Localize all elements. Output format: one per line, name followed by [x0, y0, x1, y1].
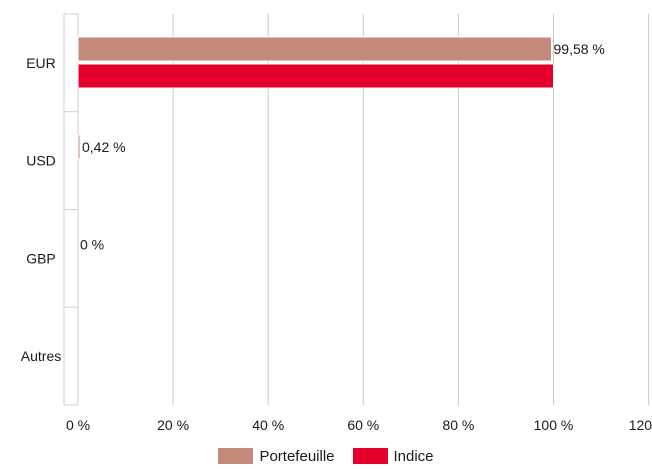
- legend-label-portefeuille: Portefeuille: [259, 447, 335, 465]
- bar-portefeuille-usd[interactable]: [77, 134, 81, 160]
- chart-legend: Portefeuille Indice: [0, 446, 652, 466]
- legend-label-indice: Indice: [393, 447, 434, 465]
- legend-swatch-portefeuille: [218, 448, 254, 464]
- category-label-eur: EUR: [26, 55, 56, 71]
- data-label-portefeuille-eur: 99,58 %: [554, 41, 605, 57]
- x-tick-label-120: 120 %: [629, 417, 652, 433]
- x-tick-label-0: 0 %: [66, 417, 90, 433]
- category-label-autres: Autres: [21, 348, 61, 364]
- legend-item-indice[interactable]: Indice: [352, 447, 434, 465]
- bar-portefeuille-eur[interactable]: [77, 36, 553, 62]
- category-label-gbp: GBP: [26, 250, 56, 266]
- legend-swatch-indice: [352, 448, 388, 464]
- x-tick-label-20: 20 %: [157, 417, 189, 433]
- x-tick-label-100: 100 %: [534, 417, 574, 433]
- legend-item-portefeuille[interactable]: Portefeuille: [218, 447, 335, 465]
- x-tick-label-40: 40 %: [252, 417, 284, 433]
- bar-indice-eur[interactable]: [77, 63, 554, 89]
- data-label-portefeuille-gbp: 0 %: [80, 237, 104, 253]
- category-label-usd: USD: [26, 153, 56, 169]
- data-label-portefeuille-usd: 0,42 %: [82, 139, 126, 155]
- x-tick-label-60: 60 %: [347, 417, 379, 433]
- x-tick-label-80: 80 %: [442, 417, 474, 433]
